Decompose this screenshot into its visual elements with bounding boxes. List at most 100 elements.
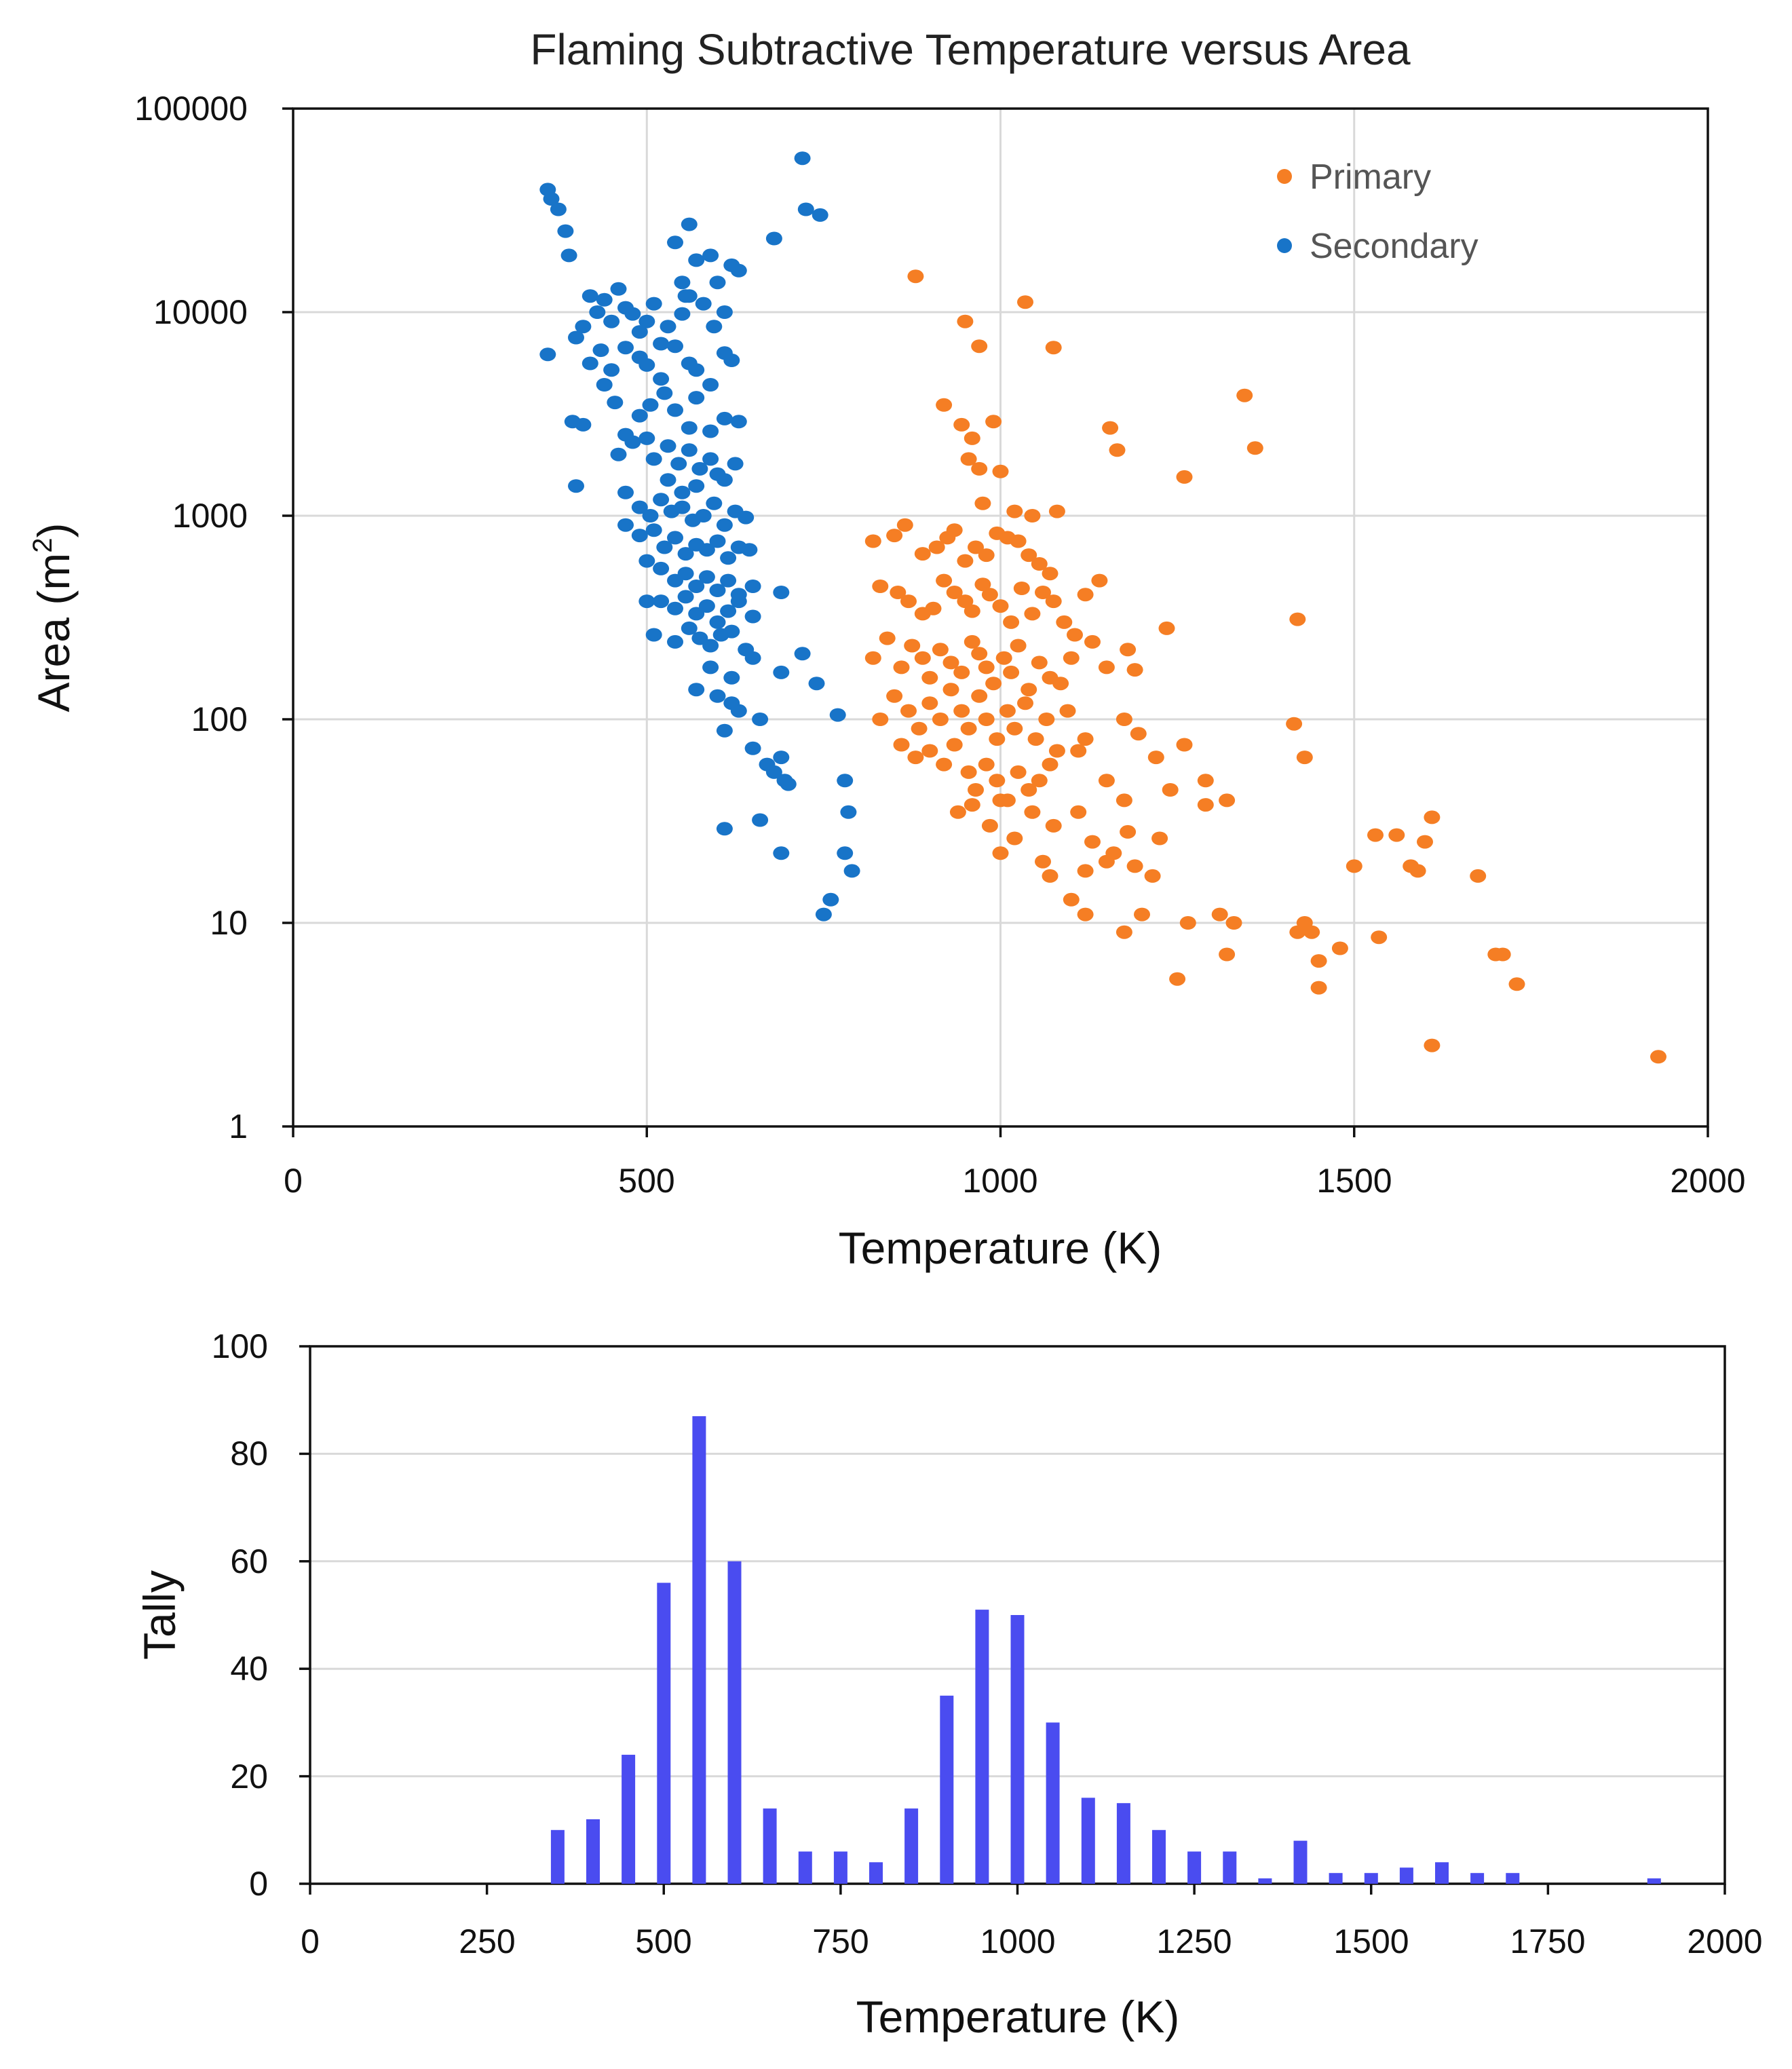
scatter-point-primary: [981, 588, 998, 602]
scatter-point-secondary: [773, 586, 790, 599]
scatter-point-secondary: [794, 151, 811, 166]
scatter-point-primary: [974, 577, 991, 592]
scatter-point-primary: [936, 573, 953, 588]
scatter-chart: Flaming Subtractive Temperature versus A…: [28, 25, 1746, 1273]
scatter-point-primary: [1120, 643, 1137, 657]
scatter-legend: Primary Secondary: [1277, 157, 1479, 266]
scatter-point-primary: [1063, 892, 1080, 907]
scatter-point-secondary: [716, 473, 733, 487]
scatter-point-primary: [904, 639, 921, 653]
scatter-point-secondary: [843, 864, 860, 878]
scatter-point-secondary: [667, 531, 683, 545]
scatter-point-secondary: [730, 263, 747, 278]
histogram-x-tick-label: 1000: [980, 1922, 1055, 1960]
scatter-point-primary: [964, 431, 980, 445]
scatter-point-primary: [1296, 751, 1313, 765]
scatter-point-primary: [1010, 765, 1027, 779]
scatter-point-primary: [1169, 972, 1186, 986]
scatter-point-secondary: [752, 813, 769, 827]
scatter-point-secondary: [631, 500, 648, 514]
scatter-point-secondary: [720, 604, 737, 618]
scatter-point-secondary: [688, 253, 705, 267]
scatter-point-primary: [1021, 783, 1037, 797]
histogram-bar: [1258, 1878, 1272, 1884]
scatter-point-primary: [1508, 977, 1525, 991]
histogram-bar: [1116, 1803, 1130, 1884]
scatter-y-tick-label: 1: [229, 1107, 248, 1145]
scatter-point-secondary: [744, 580, 761, 593]
scatter-y-axis-title-superscript: 2: [28, 538, 58, 553]
scatter-point-primary: [900, 594, 917, 609]
scatter-point-secondary: [653, 372, 670, 386]
scatter-point-secondary: [667, 339, 683, 354]
scatter-point-secondary: [624, 307, 641, 321]
histogram-chart: 0 20 40 60 80 100 0 250 500 750 1000 125…: [134, 1327, 1763, 2042]
scatter-point-secondary: [645, 297, 662, 311]
scatter-point-secondary: [765, 765, 782, 779]
scatter-point-secondary: [653, 594, 670, 609]
scatter-point-primary: [1042, 869, 1059, 883]
scatter-point-primary: [932, 643, 949, 657]
scatter-point-secondary: [631, 325, 648, 339]
histogram-bar: [1010, 1615, 1025, 1884]
scatter-point-primary: [1098, 660, 1115, 675]
scatter-point-primary: [960, 765, 977, 779]
scatter-point-secondary: [645, 523, 662, 537]
scatter-point-primary: [1236, 388, 1253, 402]
scatter-y-tick-label: 10: [210, 904, 248, 942]
scatter-plot-frame: [292, 107, 1709, 1128]
scatter-point-secondary: [716, 723, 733, 738]
scatter-point-primary: [1130, 727, 1147, 741]
scatter-point-primary: [936, 398, 953, 412]
scatter-point-primary: [992, 599, 1009, 613]
scatter-point-primary: [971, 647, 988, 661]
histogram-x-tick-label: 1500: [1333, 1922, 1409, 1960]
legend-label-primary: Primary: [1310, 157, 1431, 197]
scatter-point-primary: [978, 548, 995, 563]
scatter-point-primary: [1219, 947, 1236, 962]
scatter-point-secondary: [691, 461, 708, 476]
scatter-point-primary: [1126, 859, 1143, 873]
scatter-point-primary: [1042, 567, 1059, 581]
scatter-point-secondary: [674, 276, 691, 290]
scatter-y-axis-title-close: ): [28, 523, 79, 538]
scatter-point-secondary: [674, 307, 691, 321]
scatter-point-primary: [953, 417, 970, 432]
histogram-bar: [1223, 1851, 1237, 1884]
scatter-point-primary: [1151, 831, 1168, 846]
scatter-point-secondary: [560, 248, 577, 263]
scatter-x-tick-label: 500: [618, 1162, 674, 1200]
histogram-bar: [1152, 1829, 1166, 1884]
scatter-point-secondary: [660, 473, 676, 487]
scatter-point-secondary: [667, 601, 683, 615]
scatter-point-primary: [1006, 504, 1023, 518]
scatter-point-secondary: [815, 907, 832, 922]
scatter-point-secondary: [723, 354, 740, 367]
scatter-point-primary: [957, 594, 974, 609]
scatter-point-secondary: [674, 485, 691, 499]
scatter-point-primary: [911, 721, 928, 736]
scatter-point-secondary: [752, 713, 769, 726]
histogram-x-tick-labels: 0 250 500 750 1000 1250 1500 1750 2000: [301, 1922, 1763, 1960]
scatter-point-primary: [946, 586, 963, 599]
scatter-point-secondary: [840, 805, 857, 819]
scatter-point-primary: [1126, 663, 1143, 677]
scatter-point-secondary: [638, 314, 655, 328]
scatter-point-secondary: [837, 846, 854, 860]
scatter-x-tick-labels: 0 500 1000 1500 2000: [284, 1162, 1746, 1200]
scatter-point-secondary: [638, 554, 655, 568]
scatter-point-primary: [936, 757, 953, 772]
scatter-point-secondary: [723, 670, 740, 685]
scatter-point-primary: [1650, 1050, 1666, 1064]
histogram-bar: [586, 1819, 600, 1884]
scatter-point-primary: [1045, 594, 1062, 609]
scatter-point-secondary: [575, 417, 592, 432]
scatter-point-secondary: [582, 289, 598, 303]
scatter-point-secondary: [730, 415, 747, 429]
scatter-point-primary: [992, 846, 1009, 860]
scatter-point-secondary: [706, 320, 723, 334]
scatter-point-primary: [1310, 981, 1327, 995]
scatter-point-secondary: [645, 452, 662, 466]
scatter-x-tick-label: 1500: [1316, 1162, 1392, 1200]
scatter-point-primary: [886, 689, 903, 703]
